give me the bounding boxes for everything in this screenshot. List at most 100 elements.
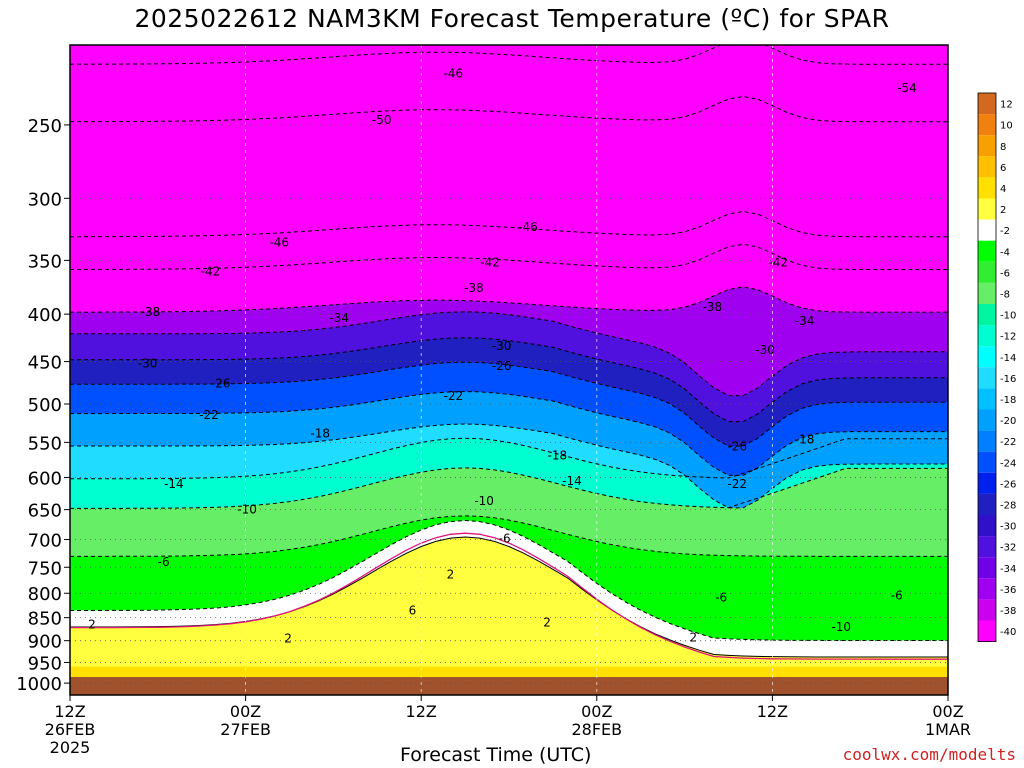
colorbar-label: -34 [1000, 564, 1016, 575]
contour-label: -6 [158, 555, 170, 569]
colorbar-swatch [978, 367, 996, 389]
y-tick-label: 550 [28, 433, 62, 454]
colorbar-swatch [978, 388, 996, 410]
colorbar-label: -36 [1000, 585, 1016, 596]
contour-label: -22 [199, 408, 219, 422]
x-tick-label: 28FEB [571, 720, 622, 739]
contour-label: -30 [492, 339, 512, 353]
contour-label: -42 [768, 256, 788, 270]
colorbar-label: 10 [1000, 121, 1013, 132]
y-tick-label: 450 [28, 353, 62, 374]
contour-label: -14 [164, 477, 184, 491]
temperature-bands [70, 45, 948, 695]
isotherm-line [70, 311, 948, 397]
colorbar-label: 8 [1000, 142, 1006, 153]
contour-label: -10 [474, 494, 494, 508]
plot-frame [69, 44, 949, 696]
colorbar-frame [977, 92, 997, 642]
isotherm-line [70, 423, 948, 509]
colorbar-swatch [978, 261, 996, 283]
y-tick-label: 850 [28, 609, 62, 630]
temperature-band [70, 45, 948, 122]
x-tick-label: 00Z [932, 702, 963, 721]
colorbar-swatch [978, 198, 996, 220]
y-tick-label: 300 [28, 189, 62, 210]
colorbar-swatch [978, 114, 996, 136]
contour-label: -18 [547, 448, 567, 462]
contour-label: -30 [138, 356, 158, 370]
freezing-line [70, 532, 948, 660]
y-tick-label: 950 [28, 653, 62, 674]
isotherm-line [70, 361, 948, 447]
contour-label: -38 [703, 300, 723, 314]
source-watermark: coolwx.com/modelts [842, 745, 1016, 764]
contour-label: -26 [211, 376, 231, 390]
colorbar-swatch [978, 93, 996, 115]
colorbar-swatch [978, 472, 996, 494]
contour-label: -10 [831, 620, 851, 634]
contour-label: -46 [518, 220, 538, 234]
contour-label: 2 [690, 631, 698, 645]
colorbar-label: -20 [1000, 416, 1016, 427]
y-tick-label: 800 [28, 584, 62, 605]
ground-fill [70, 677, 948, 695]
colorbar-swatch [978, 346, 996, 368]
x-tick-label: 12Z [54, 702, 85, 721]
contour-label: -38 [141, 305, 161, 319]
colorbar-swatch [978, 515, 996, 537]
contour-label: -18 [310, 426, 330, 440]
colorbar-label: -16 [1000, 374, 1016, 385]
contour-label: -46 [269, 236, 289, 250]
contour-label: -14 [562, 474, 582, 488]
colorbar-swatch [978, 325, 996, 347]
contour-label: -18 [795, 432, 815, 446]
contour-label: -22 [727, 477, 747, 491]
x-tick-label: 26FEB [45, 720, 96, 739]
contour-label: -38 [464, 281, 484, 295]
x-tick-label: 12Z [406, 702, 437, 721]
colorbar-label: 6 [1000, 163, 1006, 174]
y-tick-label: 500 [28, 395, 62, 416]
colorbar-label: -38 [1000, 606, 1016, 617]
colorbar-swatch [978, 493, 996, 515]
colorbar-label: -40 [1000, 627, 1016, 638]
contour-label: -42 [480, 256, 500, 270]
isotherm-line [70, 337, 948, 423]
isotherm-line [70, 437, 948, 480]
colorbar-label: -22 [1000, 437, 1016, 448]
colorbar-label: -26 [1000, 479, 1016, 490]
colorbar-swatch [978, 430, 996, 452]
colorbar-label: -28 [1000, 500, 1016, 511]
colorbar-swatch [978, 620, 996, 642]
colorbar-label: -4 [1000, 247, 1010, 258]
y-tick-label: 650 [28, 501, 62, 522]
colorbar-label: 12 [1000, 100, 1013, 111]
colorbar-swatch [978, 578, 996, 600]
contour-label: -34 [329, 311, 349, 325]
colorbar-label: -14 [1000, 353, 1016, 364]
y-axis: 2503003504004505005506006507007508008509… [16, 116, 70, 695]
colorbar-swatch [978, 451, 996, 473]
contour-label: 2 [284, 631, 292, 645]
contour-label: -26 [727, 440, 747, 454]
colorbar-swatch [978, 282, 996, 304]
x-tick-label: 27FEB [220, 720, 271, 739]
colorbar-label: 2 [1000, 205, 1006, 216]
x-tick-label: 12Z [757, 702, 788, 721]
contour-label: -34 [795, 314, 815, 328]
colorbar: 12 10 8 6 4 2 -2 -4 -6 -8 -10 -12 -14 -16 -18 -20 -22 -24… [977, 92, 1016, 642]
contour-label: 2 [88, 618, 96, 632]
colorbar-swatch [978, 240, 996, 262]
colorbar-swatch [978, 599, 996, 621]
colorbar-swatch [978, 135, 996, 157]
colorbar-label: -2 [1000, 226, 1010, 237]
contour-label: -46 [444, 66, 464, 80]
colorbar-swatch [978, 156, 996, 178]
y-tick-label: 350 [28, 251, 62, 272]
contour-label: 2 [447, 568, 455, 582]
isotherm-line [70, 519, 948, 641]
colorbar-label: -24 [1000, 458, 1016, 469]
colorbar-swatch [978, 557, 996, 579]
y-tick-label: 400 [28, 305, 62, 326]
